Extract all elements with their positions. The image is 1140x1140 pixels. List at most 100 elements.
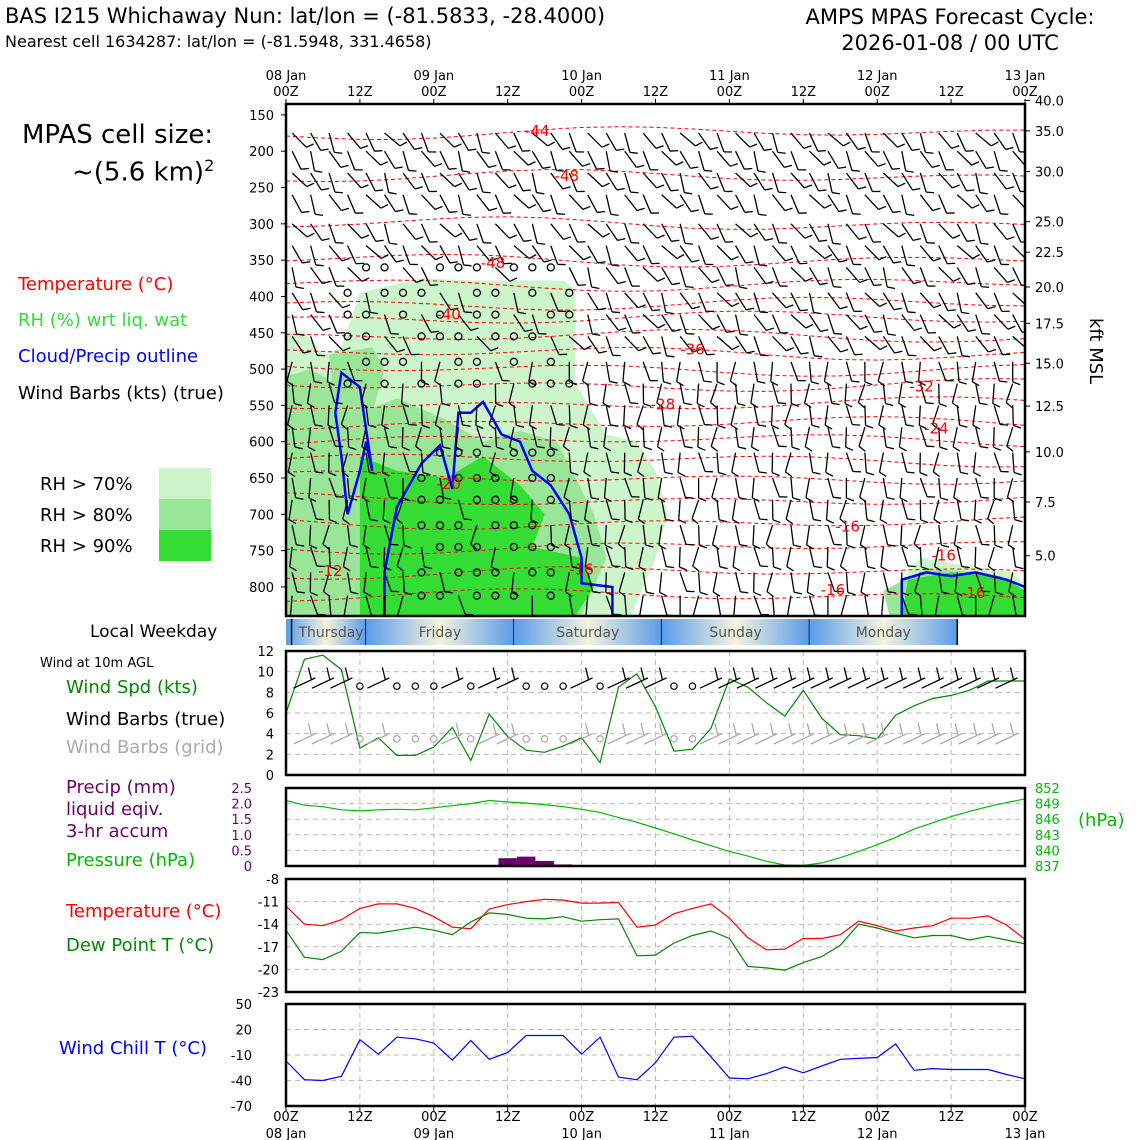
temperature-contour xyxy=(286,396,1025,410)
wind-barb-flag xyxy=(361,234,370,239)
wind-barb xyxy=(639,595,644,616)
wind-barb-flag xyxy=(988,348,997,353)
wind-barb-shaft xyxy=(790,150,799,171)
wind-barb-shaft xyxy=(731,499,737,520)
wind-barb-flag xyxy=(740,591,749,594)
wind-barb xyxy=(587,477,600,500)
pressure-right-tick-label: 849 xyxy=(1035,798,1060,813)
wind-barb xyxy=(845,223,867,240)
wind-barb xyxy=(753,336,769,357)
calm-circle xyxy=(472,591,482,600)
wind-barb-flag xyxy=(523,239,532,242)
wind-barb xyxy=(938,383,947,407)
wind-barb-shaft xyxy=(679,572,688,592)
wind-barb-shaft xyxy=(882,267,888,288)
wind-barb-shaft xyxy=(972,405,977,426)
wind-barb xyxy=(642,427,653,451)
wind-barb xyxy=(605,336,621,357)
temperature-contour xyxy=(286,416,1025,431)
wind-barb xyxy=(476,194,498,212)
wind-barb-flag xyxy=(442,446,451,450)
wind-barb-shaft xyxy=(636,405,644,425)
wind-barb-shaft xyxy=(954,572,958,593)
wind-barb xyxy=(605,546,621,568)
grid-barb-10m-flag xyxy=(1009,723,1015,736)
wind-barb xyxy=(730,405,739,430)
top-date-label: 08 Jan xyxy=(266,69,307,84)
wind-barb-shaft xyxy=(938,266,954,282)
wind-barb-flag xyxy=(551,544,560,549)
wind-barb-flag xyxy=(962,355,971,358)
wind-barb-flag xyxy=(947,309,956,312)
wind-barb xyxy=(587,336,607,354)
wind-barb xyxy=(624,546,634,571)
wind-barb-flag xyxy=(496,446,505,451)
wind-barb-shaft xyxy=(587,245,599,264)
wind-barb-shaft xyxy=(568,172,578,192)
wind-barb xyxy=(993,266,1016,284)
wind-barb xyxy=(476,132,491,154)
calm-circle xyxy=(546,542,555,552)
wind-barb-10m-flag xyxy=(307,667,313,681)
grid-barb-10m-flag xyxy=(935,723,941,736)
wind-barb-shaft xyxy=(956,452,962,473)
wind-barb-shaft xyxy=(605,452,612,473)
wind-barb-shaft xyxy=(772,292,787,309)
wind-barb-shaft xyxy=(494,266,511,282)
wind-barb xyxy=(975,267,990,289)
wind-barb xyxy=(864,292,887,308)
wind-barb-shaft xyxy=(587,150,598,170)
calm-circle xyxy=(380,357,389,366)
wind-barb-flag xyxy=(746,350,755,354)
wind-barb xyxy=(679,194,699,213)
wind-calm-circle xyxy=(559,682,567,690)
wind-barb xyxy=(753,405,767,427)
grid-barb-10m-flag xyxy=(972,723,978,736)
wind-barb-shaft xyxy=(938,314,955,329)
wind-barb xyxy=(845,336,863,356)
wind-barb xyxy=(975,314,990,335)
wind-barb-shaft xyxy=(603,477,607,498)
weekday-band xyxy=(513,619,662,645)
wind-barb-flag xyxy=(1006,186,1015,190)
wind-barb-flag xyxy=(306,182,315,188)
wind-barb-shaft xyxy=(383,150,396,169)
wind-barb-flag xyxy=(396,565,404,572)
wind-barb-10m xyxy=(773,677,797,689)
wind-barb-10m-flag xyxy=(991,667,996,681)
wind-barb xyxy=(735,336,755,354)
wind-barb-shaft xyxy=(956,336,963,356)
wind-barb-shaft xyxy=(624,383,631,404)
wind-barb-flag xyxy=(295,497,304,500)
wind-barb-shaft xyxy=(975,132,992,147)
wind-barb-flag xyxy=(987,305,996,310)
wind-barb xyxy=(753,194,767,217)
wind-barb-shaft xyxy=(679,314,687,334)
wind-barb-flag xyxy=(1028,346,1035,350)
wind-barb-shaft xyxy=(790,266,806,282)
wind-barb-flag xyxy=(972,254,980,260)
wind-barb-flag xyxy=(604,497,612,503)
wind-barb-shaft xyxy=(494,427,498,448)
wind-barb-shaft xyxy=(734,525,741,545)
wind-barb xyxy=(993,361,1008,383)
wind-barb-flag xyxy=(793,544,802,548)
wind-barb-shaft xyxy=(975,335,989,353)
wind-barb xyxy=(790,194,807,214)
wind-barb-flag xyxy=(629,151,638,154)
wind-barb xyxy=(698,266,720,284)
wind-barb-flag xyxy=(710,445,718,452)
wind-barb xyxy=(624,267,640,287)
wind-barb xyxy=(365,223,384,242)
wind-barb xyxy=(987,546,996,572)
wind-barb-shaft xyxy=(587,525,593,545)
wind-barb-flag xyxy=(784,164,793,169)
wind-barb-shaft xyxy=(772,245,786,262)
wind-barb-shaft xyxy=(716,452,720,473)
wind-barb xyxy=(457,314,479,331)
wind-barb xyxy=(342,499,350,525)
wind-barb-flag xyxy=(663,424,673,428)
wind-barb xyxy=(530,499,539,524)
grid-barb-10m xyxy=(293,733,316,745)
wind-barb-shaft xyxy=(859,525,866,545)
